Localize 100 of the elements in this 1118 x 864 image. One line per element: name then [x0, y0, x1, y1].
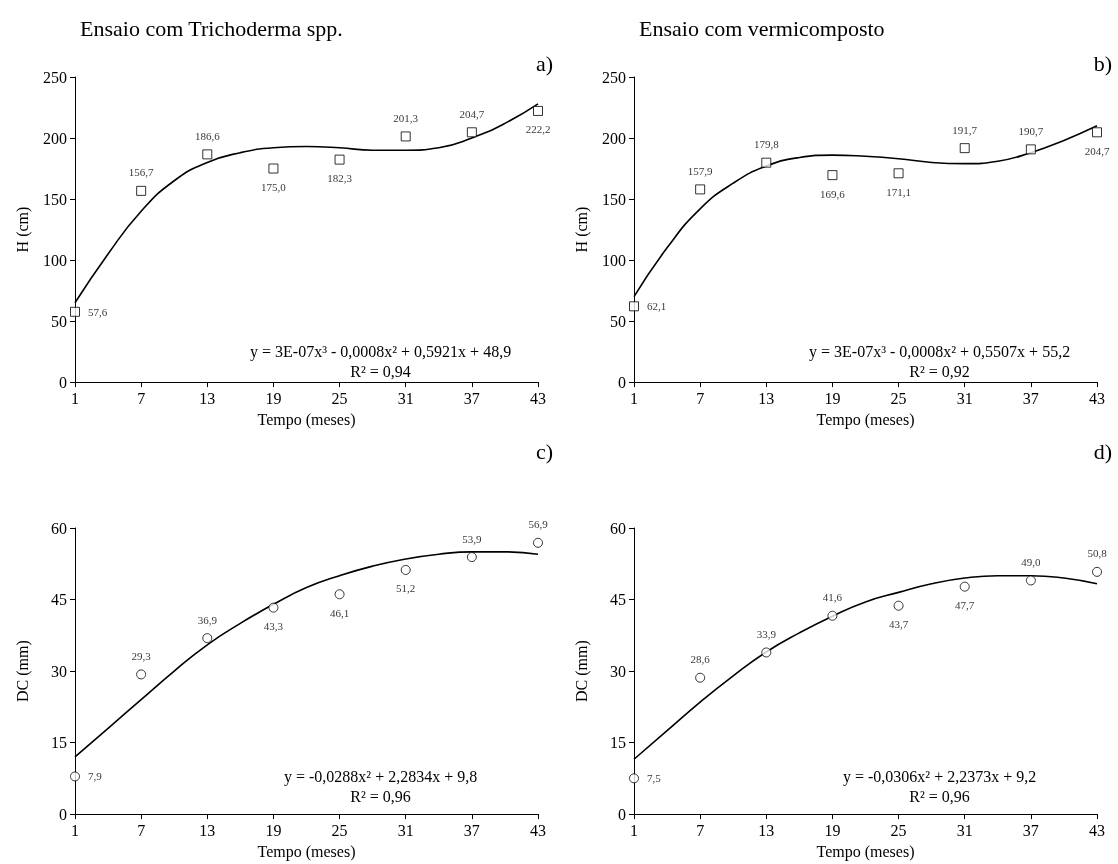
x-tick-label: 37 — [1022, 821, 1039, 839]
data-label: 169,6 — [820, 187, 846, 200]
y-tick-label: 60 — [51, 519, 67, 537]
y-tick-label: 200 — [602, 129, 626, 147]
data-label: 222,2 — [525, 123, 551, 136]
data-label: 33,9 — [756, 627, 777, 640]
y-tick-label: 200 — [43, 129, 67, 147]
data-label: 175,0 — [261, 181, 287, 194]
point — [334, 589, 345, 600]
x-tick-label: 13 — [758, 389, 775, 407]
point — [334, 154, 345, 165]
x-tick-label: 25 — [331, 389, 348, 407]
annotation: y = 3E-07x³ - 0,0008x² + 0,5507x + 55,2 — [809, 342, 1071, 361]
x-tick-label: 25 — [890, 389, 907, 407]
point — [268, 602, 279, 613]
x-axis-title: Tempo (meses) — [816, 410, 915, 429]
data-label: 7,9 — [88, 770, 103, 783]
y-tick-label: 45 — [610, 591, 626, 609]
annotation: y = -0,0288x² + 2,2834x + 9,8 — [283, 767, 478, 786]
x-tick-label: 43 — [1089, 389, 1105, 407]
point — [70, 771, 80, 782]
data-label: 191,7 — [952, 123, 978, 136]
y-tick-label: 100 — [602, 251, 626, 269]
data-label: 46,1 — [329, 606, 350, 619]
point — [70, 306, 80, 317]
x-tick-label: 19 — [265, 389, 282, 407]
point — [1092, 566, 1102, 577]
x-tick-label: 43 — [530, 821, 546, 839]
point — [136, 185, 147, 196]
point — [827, 610, 838, 621]
point — [1025, 144, 1036, 155]
x-tick-label: 19 — [824, 821, 841, 839]
chart-title: Ensaio com vermicomposto — [639, 15, 885, 41]
point — [893, 168, 904, 179]
y-axis-title: H (cm) — [13, 206, 32, 253]
data-label: 41,6 — [822, 591, 843, 604]
data-label: 57,6 — [88, 305, 108, 318]
data-label: 43,7 — [888, 618, 909, 631]
x-tick-label: 19 — [824, 389, 841, 407]
data-label: 156,7 — [128, 166, 155, 179]
x-tick-label: 43 — [1089, 821, 1105, 839]
point — [533, 537, 543, 548]
point — [400, 131, 411, 142]
point — [629, 301, 639, 312]
y-tick-label: 30 — [51, 662, 67, 680]
chart-title: Ensaio com Trichoderma spp. — [80, 15, 343, 41]
text: a) — [535, 50, 553, 76]
y-tick-label: 15 — [51, 734, 67, 752]
x-tick-label: 1 — [630, 821, 638, 839]
data-label: 28,6 — [690, 653, 711, 666]
point — [893, 600, 904, 611]
y-tick-label: 50 — [610, 312, 626, 330]
point — [761, 647, 772, 658]
point — [761, 157, 772, 168]
x-axis-title: Tempo (meses) — [257, 410, 356, 429]
data-label: 56,9 — [528, 518, 549, 531]
annotation: R² = 0,92 — [909, 362, 970, 380]
y-tick-label: 0 — [618, 805, 626, 823]
x-tick-label: 31 — [956, 821, 973, 839]
point — [959, 143, 970, 154]
x-tick-label: 13 — [758, 821, 775, 839]
annotation: y = 3E-07x³ - 0,0008x² + 0,5921x + 48,9 — [250, 342, 512, 361]
data-label: 47,7 — [955, 599, 975, 612]
x-tick-label: 1 — [630, 389, 638, 407]
data-label: 201,3 — [393, 111, 419, 124]
point — [202, 633, 213, 644]
y-axis-title: H (cm) — [572, 206, 591, 253]
y-tick-label: 30 — [610, 662, 626, 680]
x-tick-label: 7 — [696, 389, 705, 407]
x-tick-label: 13 — [199, 821, 216, 839]
x-tick-label: 25 — [890, 821, 907, 839]
point — [400, 564, 411, 575]
data-label: 29,3 — [131, 649, 152, 662]
data-label: 182,3 — [327, 172, 353, 185]
y-tick-label: 0 — [59, 373, 67, 391]
point — [695, 672, 706, 683]
data-label: 51,2 — [396, 582, 416, 595]
x-tick-label: 31 — [397, 389, 414, 407]
x-tick-label: 37 — [463, 389, 480, 407]
text: c) — [535, 438, 553, 464]
x-tick-label: 1 — [71, 821, 79, 839]
y-tick-label: 0 — [59, 805, 67, 823]
point — [466, 127, 477, 138]
x-tick-label: 7 — [137, 821, 146, 839]
data-label: 186,6 — [194, 129, 221, 142]
point — [136, 669, 147, 680]
x-tick-label: 7 — [137, 389, 146, 407]
x-axis-title: Tempo (meses) — [816, 842, 915, 861]
point — [1092, 127, 1102, 138]
text: d) — [1093, 438, 1112, 464]
x-axis-title: Tempo (meses) — [257, 842, 356, 861]
data-label: 49,0 — [1021, 555, 1041, 568]
data-label: 62,1 — [647, 300, 667, 313]
point — [629, 773, 639, 784]
y-tick-label: 0 — [618, 373, 626, 391]
x-tick-label: 37 — [1022, 389, 1039, 407]
x-tick-label: 7 — [696, 821, 705, 839]
text: b) — [1093, 50, 1112, 76]
data-label: 190,7 — [1018, 124, 1044, 137]
data-label: 50,8 — [1087, 547, 1108, 560]
